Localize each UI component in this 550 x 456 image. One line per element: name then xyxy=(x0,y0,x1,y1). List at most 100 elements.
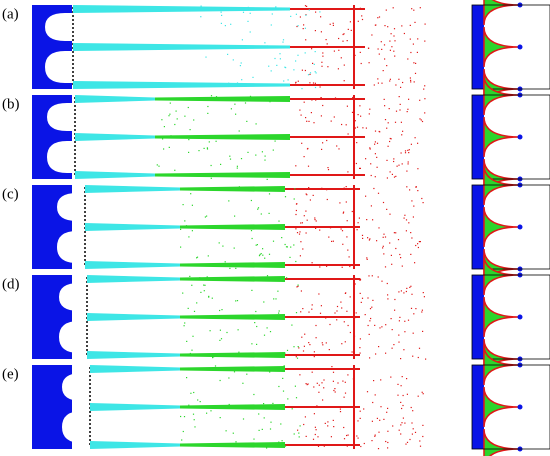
green-dot xyxy=(254,96,257,98)
red-streak xyxy=(285,264,360,266)
red-dot xyxy=(305,193,307,195)
green-dot xyxy=(220,11,222,13)
red-dot xyxy=(399,109,401,111)
green-dot xyxy=(281,237,283,239)
red-dot xyxy=(309,199,311,201)
red-dot xyxy=(327,425,329,427)
white-lobe xyxy=(45,51,73,83)
green-dot xyxy=(290,246,292,248)
red-dot xyxy=(305,39,307,41)
red-streak xyxy=(285,278,360,280)
red-streak xyxy=(290,136,365,138)
green-dot xyxy=(266,178,268,180)
green-dot xyxy=(181,439,183,441)
red-dot xyxy=(300,290,302,292)
red-dot xyxy=(387,447,389,449)
red-dot xyxy=(369,320,371,322)
red-dot xyxy=(378,130,380,133)
green-dot xyxy=(246,373,248,375)
red-dot xyxy=(312,62,314,64)
red-dot xyxy=(401,407,403,410)
green-dot xyxy=(191,444,193,446)
red-dot xyxy=(374,143,376,145)
green-dot xyxy=(266,327,268,329)
red-dot xyxy=(350,29,352,31)
red-dot xyxy=(417,395,419,397)
red-dot xyxy=(371,420,373,422)
red-dot xyxy=(390,318,392,320)
red-dot xyxy=(314,426,316,428)
green-dot xyxy=(200,5,202,7)
red-dot xyxy=(357,437,359,439)
thumb-tip xyxy=(517,134,523,140)
green-dot xyxy=(257,207,260,209)
white-lobe xyxy=(62,373,90,401)
red-dot xyxy=(389,242,391,244)
green-dot xyxy=(191,284,193,286)
red-dot xyxy=(357,114,359,116)
panel: (d) xyxy=(2,254,550,380)
red-dot xyxy=(393,50,395,52)
red-dot xyxy=(382,236,384,238)
green-dot xyxy=(199,401,201,403)
red-dot xyxy=(302,308,304,310)
red-dot xyxy=(329,323,331,326)
green-dot xyxy=(180,246,182,248)
red-dot xyxy=(337,68,339,70)
green-dot xyxy=(295,60,297,62)
red-dot xyxy=(361,15,363,17)
red-dot xyxy=(295,228,297,230)
red-dot xyxy=(352,378,354,380)
green-dot xyxy=(251,289,253,291)
red-dot xyxy=(376,240,378,242)
red-dot xyxy=(368,333,370,335)
red-dot xyxy=(305,117,307,119)
red-dot xyxy=(315,429,317,431)
red-dot xyxy=(317,445,320,447)
red-dot xyxy=(347,374,349,376)
red-dot xyxy=(359,338,361,340)
red-dot xyxy=(365,195,367,197)
red-dot xyxy=(313,351,315,353)
cyan-streak xyxy=(90,403,180,411)
red-dot xyxy=(404,422,406,424)
red-dot xyxy=(386,411,388,413)
green-dot xyxy=(289,256,291,258)
red-dot xyxy=(394,298,396,301)
red-dot xyxy=(413,313,415,315)
red-dot xyxy=(384,58,386,60)
green-dot xyxy=(207,112,209,114)
green-dot xyxy=(282,370,284,372)
red-dot xyxy=(358,217,360,219)
red-dot xyxy=(417,246,419,249)
green-streak xyxy=(155,134,290,140)
cyan-streak xyxy=(85,223,180,231)
green-dot xyxy=(220,22,222,24)
red-dot xyxy=(360,301,362,303)
red-dot xyxy=(360,115,362,117)
green-dot xyxy=(231,263,233,265)
green-dot xyxy=(267,227,269,229)
red-dot xyxy=(414,137,416,139)
green-dot xyxy=(185,225,188,227)
panel-label: (b) xyxy=(2,96,20,112)
red-dot xyxy=(394,55,396,57)
green-dot xyxy=(228,200,230,202)
red-dot xyxy=(320,97,322,99)
red-dot xyxy=(360,445,362,448)
green-dot xyxy=(313,63,315,65)
red-dot xyxy=(344,381,346,383)
red-dot xyxy=(305,383,307,385)
red-dot xyxy=(308,120,310,122)
red-dot xyxy=(374,176,376,178)
green-dot xyxy=(189,275,191,277)
red-dot xyxy=(378,346,380,348)
red-dot xyxy=(412,43,414,45)
green-dot xyxy=(286,277,288,279)
red-dot xyxy=(390,138,392,140)
red-dot xyxy=(377,78,379,80)
green-dot xyxy=(262,254,264,256)
green-dot xyxy=(283,80,285,82)
red-dot xyxy=(411,293,413,295)
